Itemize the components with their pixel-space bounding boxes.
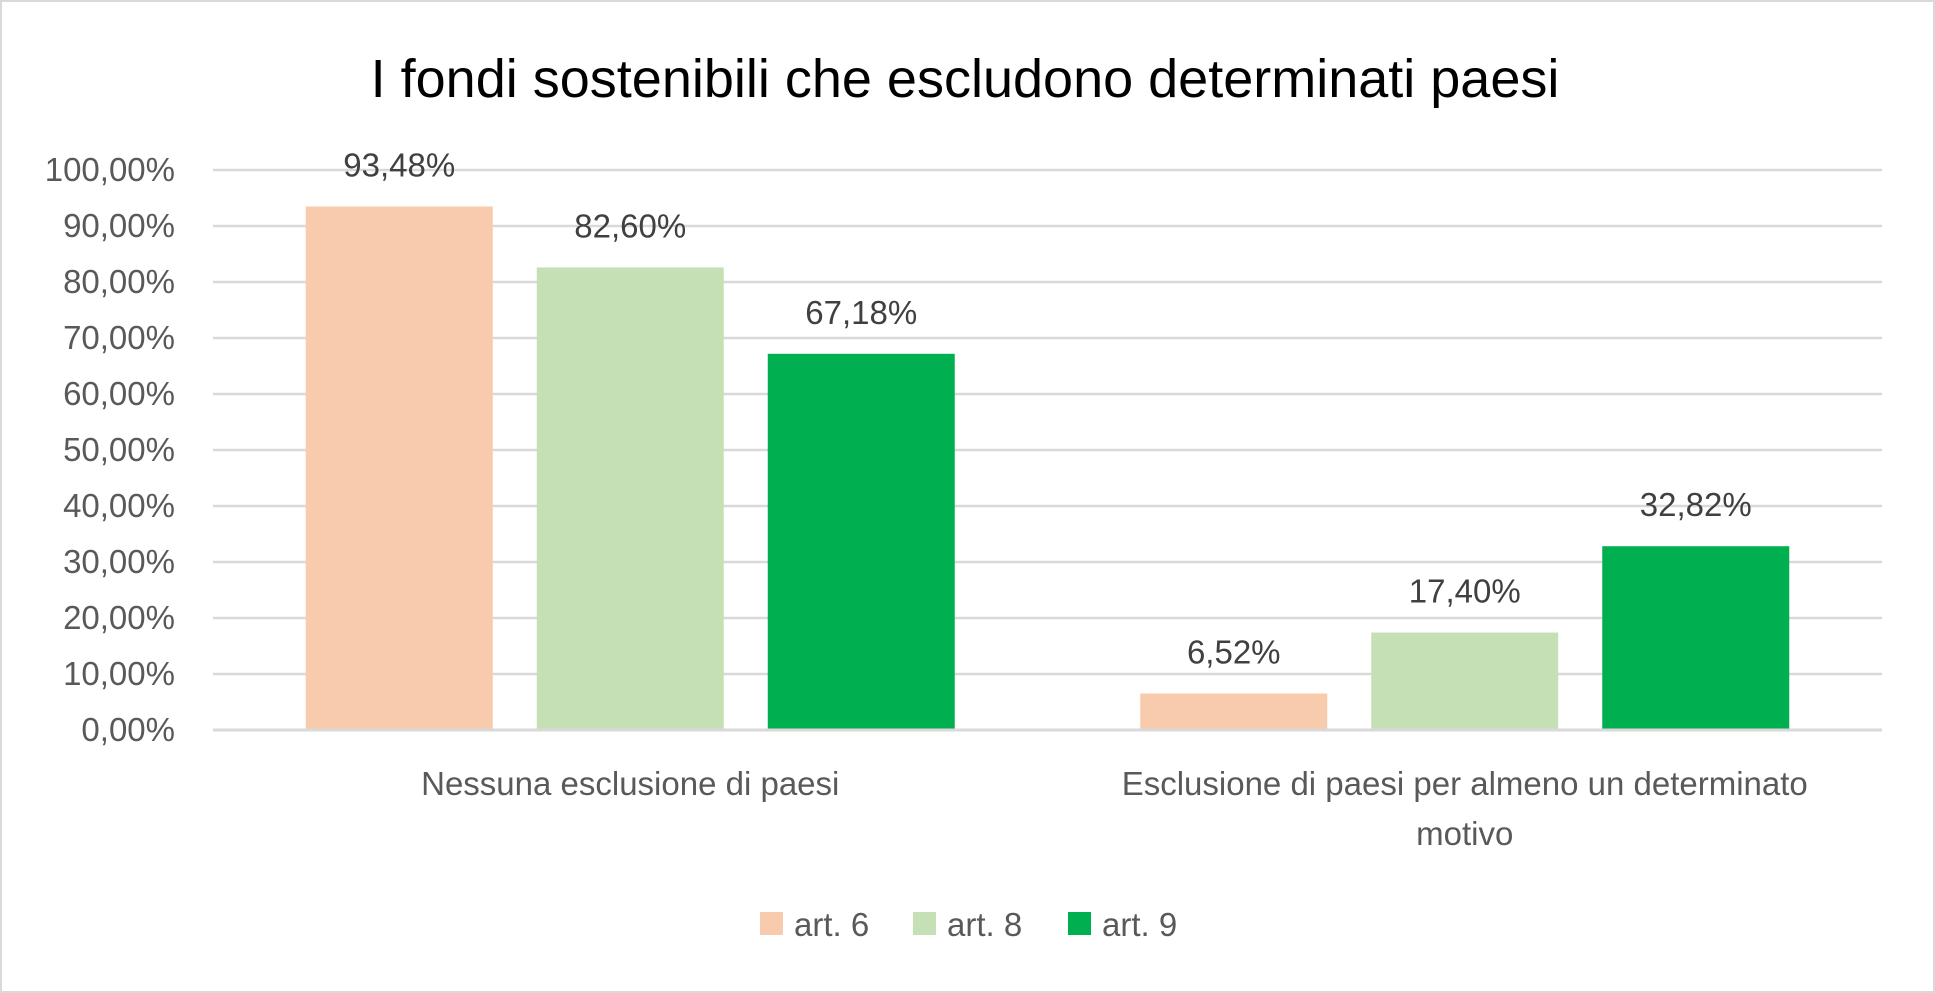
y-tick-label: 30,00% [63,543,175,580]
legend-label: art. 8 [947,906,1022,943]
category-label: motivo [1416,815,1513,852]
x-axis: Nessuna esclusione di paesi Esclusione di… [213,728,1882,852]
y-tick-label: 0,00% [81,711,175,748]
legend-swatch [1068,912,1091,935]
chart-title: I fondi sostenibili che escludono determ… [371,49,1560,109]
data-label: 67,18% [805,294,917,331]
bar [1602,546,1790,730]
y-tick-label: 90,00% [63,207,175,244]
legend-swatch [760,912,783,935]
category-label: Esclusione di paesi per almeno un determ… [1122,765,1808,802]
bar [1371,632,1559,730]
bar [767,353,955,730]
data-label: 93,48% [343,147,455,184]
y-tick-label: 10,00% [63,655,175,692]
y-tick-label: 100,00% [45,151,175,188]
y-tick-label: 80,00% [63,263,175,300]
category-label: Nessuna esclusione di paesi [421,765,839,802]
y-tick-label: 40,00% [63,487,175,524]
legend-label: art. 6 [794,906,869,943]
bars [305,206,1790,731]
bar [305,206,493,731]
data-labels: 93,48% 82,60% 67,18% 6,52% 17,40% 32,82% [343,147,1751,671]
y-tick-label: 20,00% [63,599,175,636]
legend: art. 6 art. 8 art. 9 [760,906,1177,943]
legend-swatch [913,912,936,935]
y-axis: 0,00% 10,00% 20,00% 30,00% 40,00% 50,00% 60,00… [45,151,175,748]
data-label: 82,60% [574,207,686,244]
y-tick-label: 50,00% [63,431,175,468]
bar [536,267,724,730]
data-label: 32,82% [1640,486,1752,523]
data-label: 17,40% [1409,573,1521,610]
data-label: 6,52% [1187,633,1281,670]
y-tick-label: 70,00% [63,319,175,356]
legend-label: art. 9 [1102,906,1177,943]
y-tick-label: 60,00% [63,375,175,412]
bar [1140,693,1328,730]
